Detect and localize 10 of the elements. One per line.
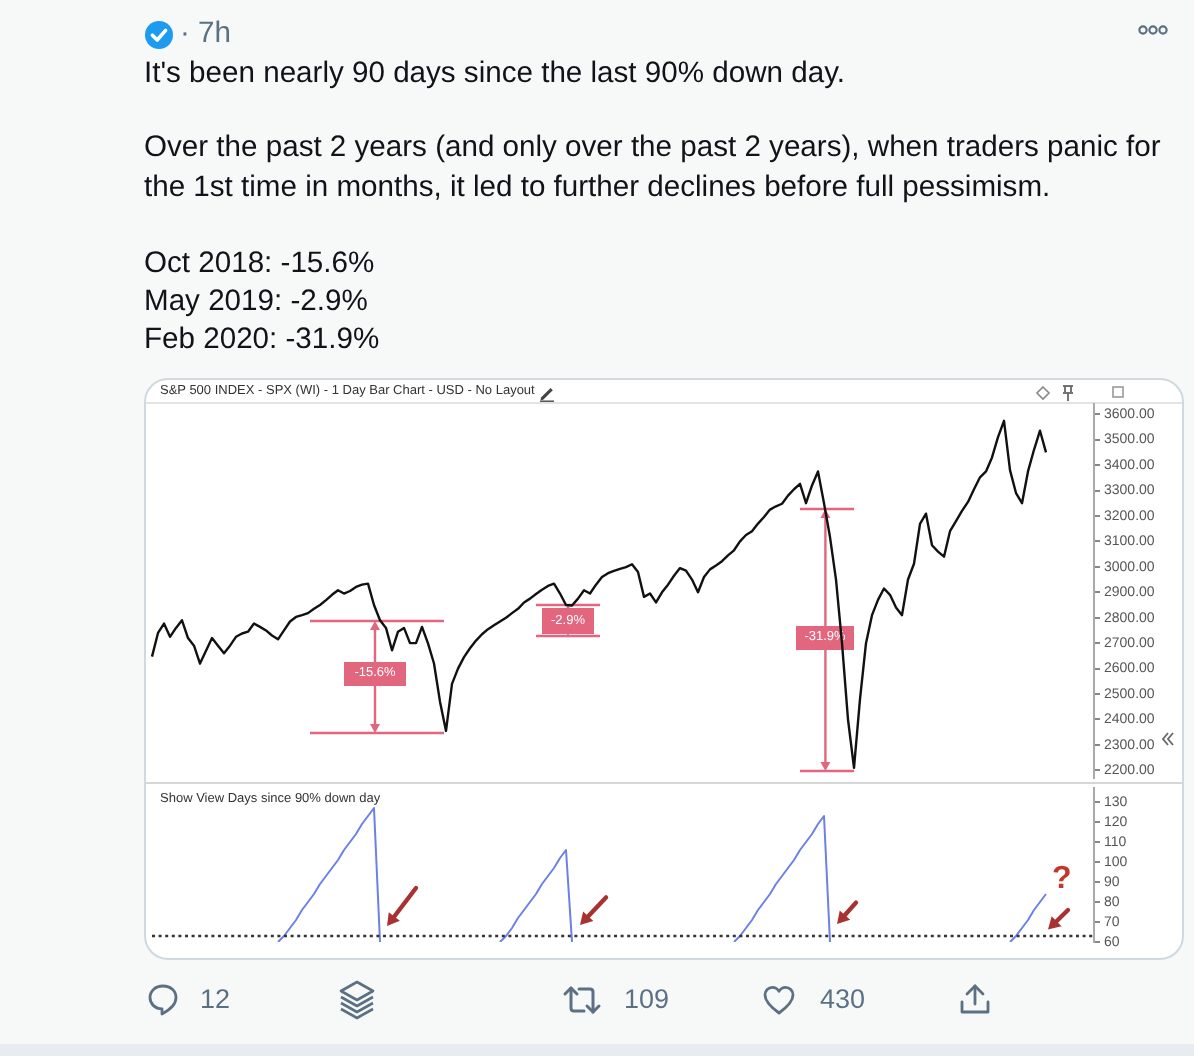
text: 109 [624,984,670,1016]
text: Over the past 2 years (and only over the past 2 years), when traders panic for the 1st time in months, it led to further declines before full pessimism. [144,130,1163,207]
text: It's been nearly 90 days since the last 90% down day. [144,56,845,94]
annotation: ? [1052,862,1072,896]
text: May 2019: -2.9% [144,284,368,322]
text: · 7h [180,16,231,54]
text: Oct 2018: -15.6% [144,246,375,284]
text: Feb 2020: -31.9% [144,322,380,360]
text: 430 [820,984,866,1016]
text: 12 [200,984,231,1016]
